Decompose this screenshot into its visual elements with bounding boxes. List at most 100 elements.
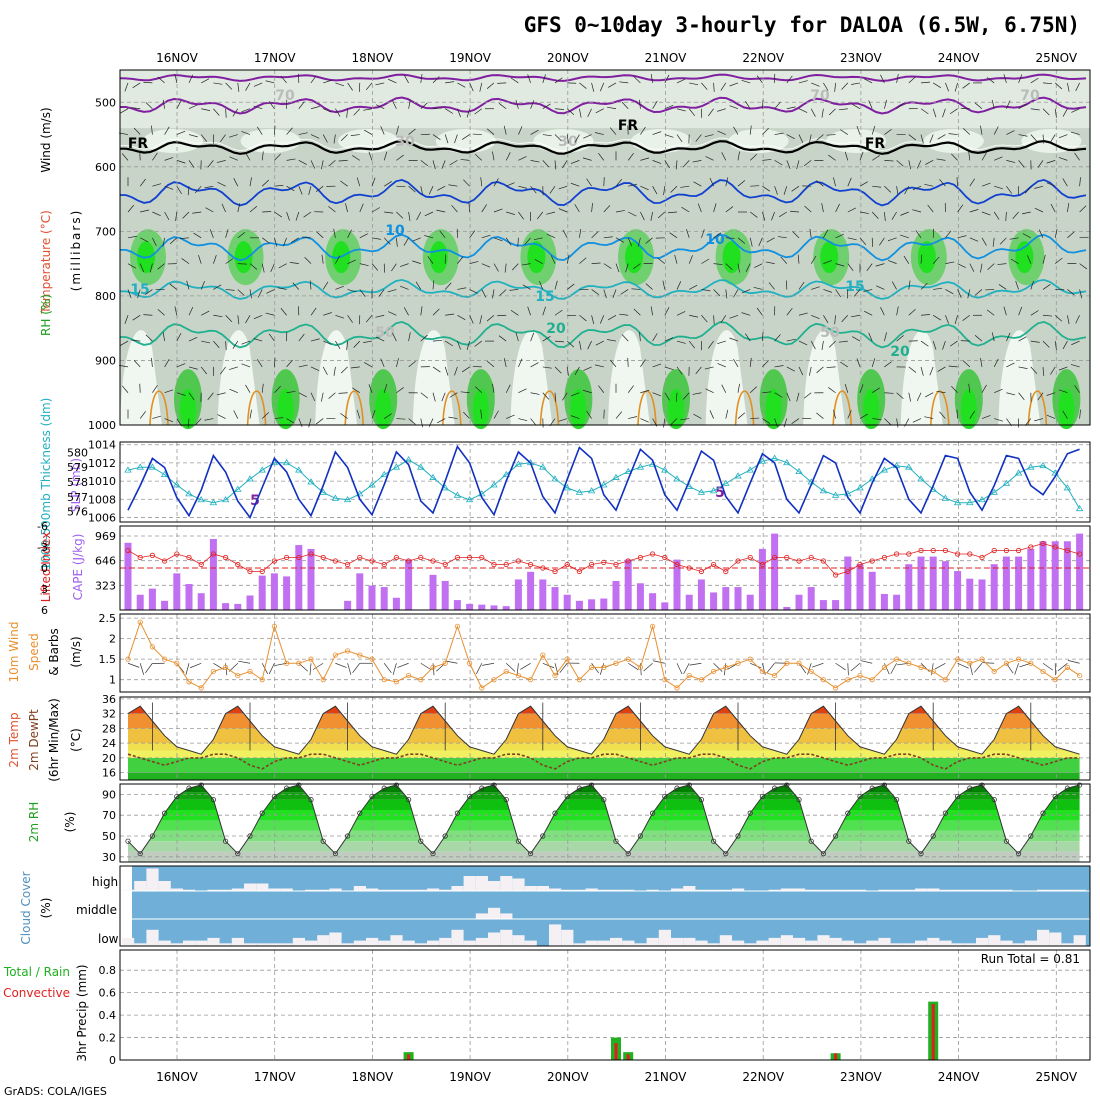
thickness-tick-label: 579 — [67, 461, 88, 474]
cloud-bar-middle — [500, 913, 512, 919]
wind10-barb — [128, 663, 139, 667]
day-label-top: 23NOV — [840, 51, 882, 65]
precip-labels: Total / Rain Convective 3hr Precip (mm) … — [3, 952, 1080, 1062]
cape-bar — [649, 593, 656, 610]
wind10-tick-label: 1 — [109, 674, 116, 687]
temp-band — [120, 750, 1090, 757]
cloud-bar-low — [525, 941, 537, 946]
cloud-bar-low — [866, 941, 878, 946]
cape-bar — [588, 599, 595, 610]
wind10-tick-label: 1.5 — [99, 653, 117, 666]
rh-tick-label: 70 — [102, 809, 116, 822]
rh-lowlevel-core — [473, 389, 489, 429]
temp2m-label-c: (6hr Min/Max) — [47, 698, 61, 782]
rh-axis-label: RH (%) — [39, 294, 53, 336]
wind10-barb — [1068, 660, 1080, 663]
cape-bar — [881, 594, 888, 610]
cape-bar — [295, 545, 302, 610]
wind10-barb — [186, 663, 189, 675]
cape-bar — [674, 560, 681, 610]
cape-bar — [930, 557, 937, 610]
wind10-labels: 10m Wind Speed & Barbs (m/s) — [7, 622, 83, 683]
cloud-bar-low — [988, 935, 1000, 946]
cloud-bar-low — [232, 938, 244, 946]
day-label-top: 21NOV — [645, 51, 687, 65]
cape-bar — [796, 595, 803, 610]
pressure-tick-label: 600 — [95, 161, 116, 174]
cloud-bar-high — [146, 869, 158, 892]
cloud-bar-low — [146, 930, 158, 946]
cape-tick-label: 969 — [95, 530, 116, 543]
day-label-top: 18NOV — [352, 51, 394, 65]
wind10-barb — [299, 663, 308, 671]
wind10-barb — [958, 663, 969, 668]
wind10-barb — [592, 663, 599, 673]
wind10-barb — [982, 663, 994, 664]
rh-lowlevel-core — [570, 389, 586, 429]
lifted-tick-label: 6 — [41, 604, 48, 617]
cape-bar — [576, 601, 583, 610]
cloud-bar-middle — [476, 913, 488, 919]
cape-bar — [491, 605, 498, 610]
precip-label-a: Total / Rain — [3, 965, 70, 979]
day-label-top: 25NOV — [1035, 51, 1077, 65]
rh-upper-band — [241, 129, 301, 153]
chart-title: GFS 0~10day 3-hourly for DALOA (6.5W, 6.… — [524, 13, 1080, 37]
cape-bar — [454, 600, 461, 610]
wind10-barb — [836, 663, 846, 670]
cloud-bar-low — [732, 941, 744, 946]
cloud-bar-high — [537, 886, 549, 891]
wind10-unit: (m/s) — [69, 636, 83, 667]
temp-band — [120, 743, 1090, 750]
cloud-bar-low — [671, 938, 683, 946]
wind10-barb — [421, 663, 431, 669]
rh-tick-label: 50 — [102, 830, 116, 843]
cape-bar — [564, 595, 571, 610]
cloud-bar-low — [695, 941, 707, 946]
cape-bar — [832, 600, 839, 610]
rh-band — [120, 841, 1090, 851]
cloud-bar-high — [464, 876, 476, 891]
precip-convective-bar — [407, 1054, 410, 1060]
cloud-bar-low — [769, 938, 781, 946]
cloud-bar-low — [183, 941, 195, 946]
cloud-bar-low — [403, 941, 415, 946]
wind10-barb — [690, 663, 702, 665]
cloud-middle-label: middle — [76, 903, 117, 917]
rh-lowlevel-core — [863, 389, 879, 429]
pressure-tick-label: 500 — [95, 96, 116, 109]
wind10-barb — [353, 663, 360, 673]
cloud-bar-low — [378, 941, 390, 946]
cape-bar — [137, 595, 144, 610]
wind10-barb — [145, 663, 152, 673]
temp-tick-label: 24 — [102, 737, 116, 750]
cape-bar — [1015, 557, 1022, 610]
rh-tick-label: 90 — [102, 788, 116, 801]
wind10-barb — [520, 663, 530, 669]
day-label-bottom: 19NOV — [449, 1070, 491, 1084]
cloud-background — [132, 866, 1090, 946]
lifted-tick-label: 3 — [41, 583, 48, 596]
cloud-bar-high — [683, 886, 695, 891]
slp-tick-label: 1006 — [88, 511, 116, 524]
wind10-tick-label: 2 — [109, 633, 116, 646]
contour-label: FR — [865, 136, 886, 152]
cape-bar — [869, 572, 876, 610]
wind10-barb — [767, 663, 775, 672]
cape-bar — [234, 604, 241, 610]
wind10-barb — [677, 663, 682, 674]
pressure-tick-label: 900 — [95, 354, 116, 367]
cloud-bar-low — [1000, 941, 1012, 946]
day-label-top: 17NOV — [254, 51, 296, 65]
temp-tick-label: 20 — [102, 752, 116, 765]
cape-bar — [1076, 534, 1083, 610]
cloud-bar-low — [561, 930, 573, 946]
wind10-barb — [384, 663, 391, 673]
cloud-bar-low — [293, 938, 305, 946]
cloud-bar-low — [586, 941, 598, 946]
cape-bar — [637, 583, 644, 610]
cape-bar — [442, 581, 449, 610]
wind10-barb — [190, 663, 201, 667]
cloud-bar-high — [256, 884, 268, 892]
